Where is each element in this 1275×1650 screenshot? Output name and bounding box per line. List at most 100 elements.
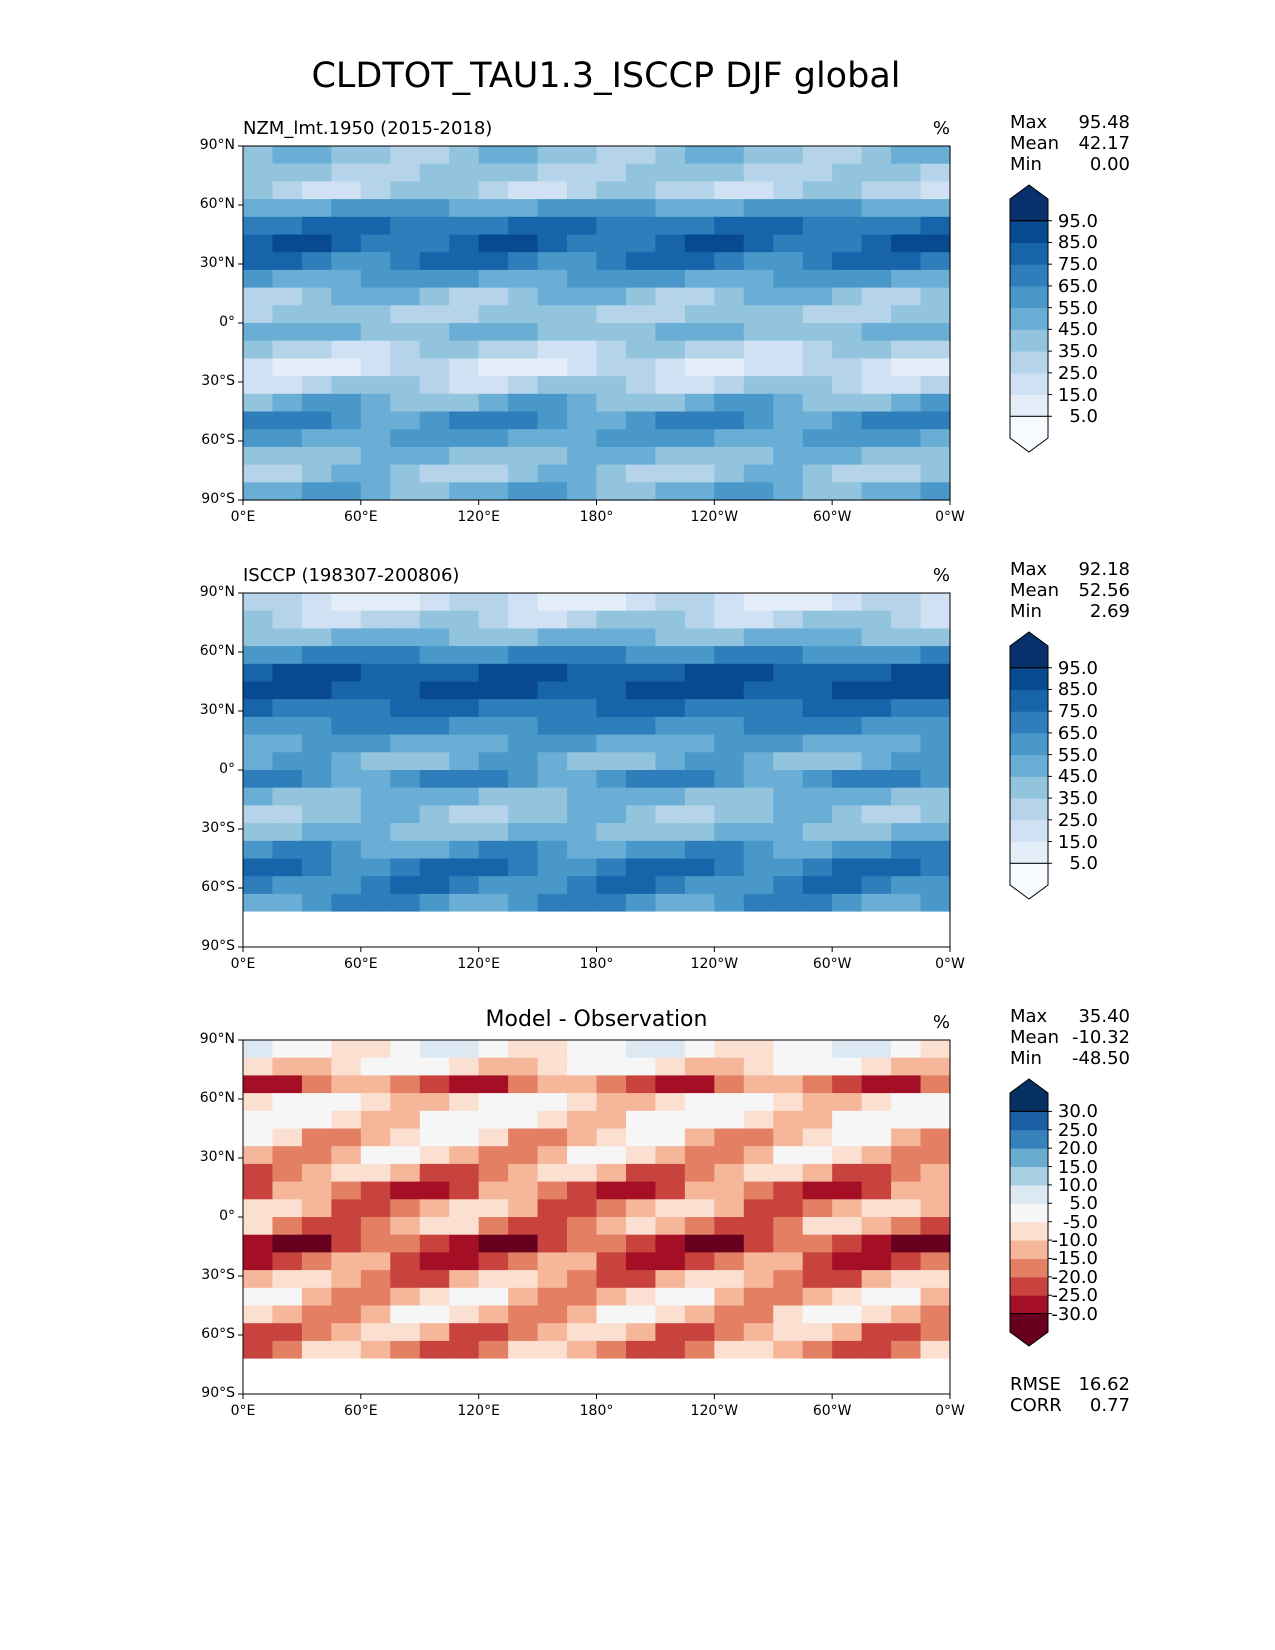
- colorbar-label: 65.0: [1057, 275, 1098, 297]
- map-cell: [891, 340, 922, 359]
- map-cell: [449, 358, 480, 377]
- map-cell: [390, 429, 421, 448]
- map-cell: [714, 287, 745, 306]
- map-cell: [537, 823, 568, 842]
- map-cell: [508, 858, 539, 877]
- map-cell: [537, 163, 568, 182]
- map-cell: [802, 858, 833, 877]
- map-cell: [625, 1128, 657, 1147]
- map-cell: [655, 1093, 686, 1112]
- map-cell: [360, 1270, 391, 1289]
- map-cell: [743, 411, 774, 430]
- map-cell: [861, 1181, 892, 1200]
- map-cell: [625, 181, 657, 200]
- map-cell: [596, 1128, 627, 1147]
- map-cell: [272, 1376, 303, 1395]
- map-cell: [861, 1287, 892, 1307]
- map-cell: [508, 1340, 539, 1360]
- map-cell: [655, 446, 686, 466]
- map-cell: [272, 752, 303, 771]
- map-cell: [920, 1376, 951, 1395]
- map-cell: [891, 1305, 922, 1324]
- map-cell: [331, 1234, 362, 1253]
- colorbar-extend-min: [1009, 1313, 1049, 1347]
- map-cell: [714, 1163, 745, 1183]
- map-cell: [331, 146, 362, 165]
- map-cell: [449, 610, 480, 629]
- map-cell: [331, 1057, 362, 1076]
- colorbar-label: 25.0: [1057, 1119, 1098, 1141]
- y-tick-label: 0°: [219, 761, 235, 777]
- map-cell: [390, 340, 421, 359]
- map-cell: [655, 146, 686, 165]
- map-cell: [567, 893, 598, 913]
- map-cell: [625, 323, 657, 342]
- map-cell: [861, 429, 892, 448]
- map-cell: [478, 358, 509, 377]
- map-cell: [714, 1040, 745, 1059]
- map-cell: [891, 610, 922, 629]
- colorbar-label: 85.0: [1057, 679, 1098, 701]
- map-cell: [714, 610, 745, 629]
- map-cell: [301, 893, 332, 913]
- map-cell: [567, 146, 598, 165]
- map-cell: [390, 716, 421, 736]
- units-label: %: [932, 565, 950, 586]
- map-cell: [390, 1181, 421, 1200]
- colorbar-segment: [1010, 351, 1048, 374]
- map-cell: [272, 893, 303, 913]
- map-cell: [419, 893, 450, 913]
- map-cell: [625, 1234, 657, 1253]
- map-cell: [625, 1376, 657, 1395]
- map-cell: [537, 1110, 568, 1130]
- map-cell: [920, 787, 951, 806]
- map-cell: [743, 376, 774, 395]
- map-cell: [301, 1057, 332, 1076]
- map-cell: [714, 858, 745, 877]
- map-cell: [508, 464, 539, 483]
- map-cell: [596, 1217, 627, 1236]
- map-cell: [301, 305, 332, 324]
- map-cell: [773, 787, 804, 806]
- map-cell: [360, 805, 391, 824]
- map-cell: [714, 681, 745, 700]
- map-cell: [625, 681, 657, 700]
- map-cell: [684, 663, 715, 683]
- map-cell: [920, 734, 951, 753]
- map-cell: [743, 805, 774, 824]
- colorbar-label: 75.0: [1057, 254, 1098, 276]
- map-cell: [773, 1217, 804, 1236]
- map-cell: [891, 876, 922, 895]
- map-cell: [891, 234, 922, 253]
- map-cell: [891, 1128, 922, 1147]
- map-cell: [537, 482, 568, 501]
- map-cell: [508, 823, 539, 842]
- map-cell: [508, 181, 539, 200]
- map-cell: [596, 628, 627, 647]
- map-cell: [360, 876, 391, 895]
- map-cell: [773, 893, 804, 913]
- colorbar-label: 75.0: [1057, 701, 1098, 723]
- colorbar-segment: [1010, 1276, 1048, 1296]
- map-cell: [331, 1075, 362, 1094]
- map-cell: [301, 1128, 332, 1147]
- map-cell: [301, 1287, 332, 1307]
- map-cell: [272, 1217, 303, 1236]
- map-cell: [567, 1287, 598, 1307]
- map-cell: [596, 716, 627, 736]
- map-cell: [920, 234, 951, 253]
- map-cell: [272, 1146, 303, 1165]
- stat-value: 52.56: [1078, 580, 1130, 601]
- map-cell: [832, 252, 863, 271]
- map-cell: [449, 1287, 480, 1307]
- map-cell: [419, 358, 450, 377]
- map-cell: [596, 1287, 627, 1307]
- map-cell: [449, 1075, 480, 1094]
- map-cell: [891, 929, 922, 948]
- map-cell: [243, 340, 274, 359]
- map-cell: [419, 858, 450, 877]
- map-cell: [419, 681, 450, 700]
- map-cell: [508, 252, 539, 271]
- x-tick-label: 120°E: [457, 956, 500, 972]
